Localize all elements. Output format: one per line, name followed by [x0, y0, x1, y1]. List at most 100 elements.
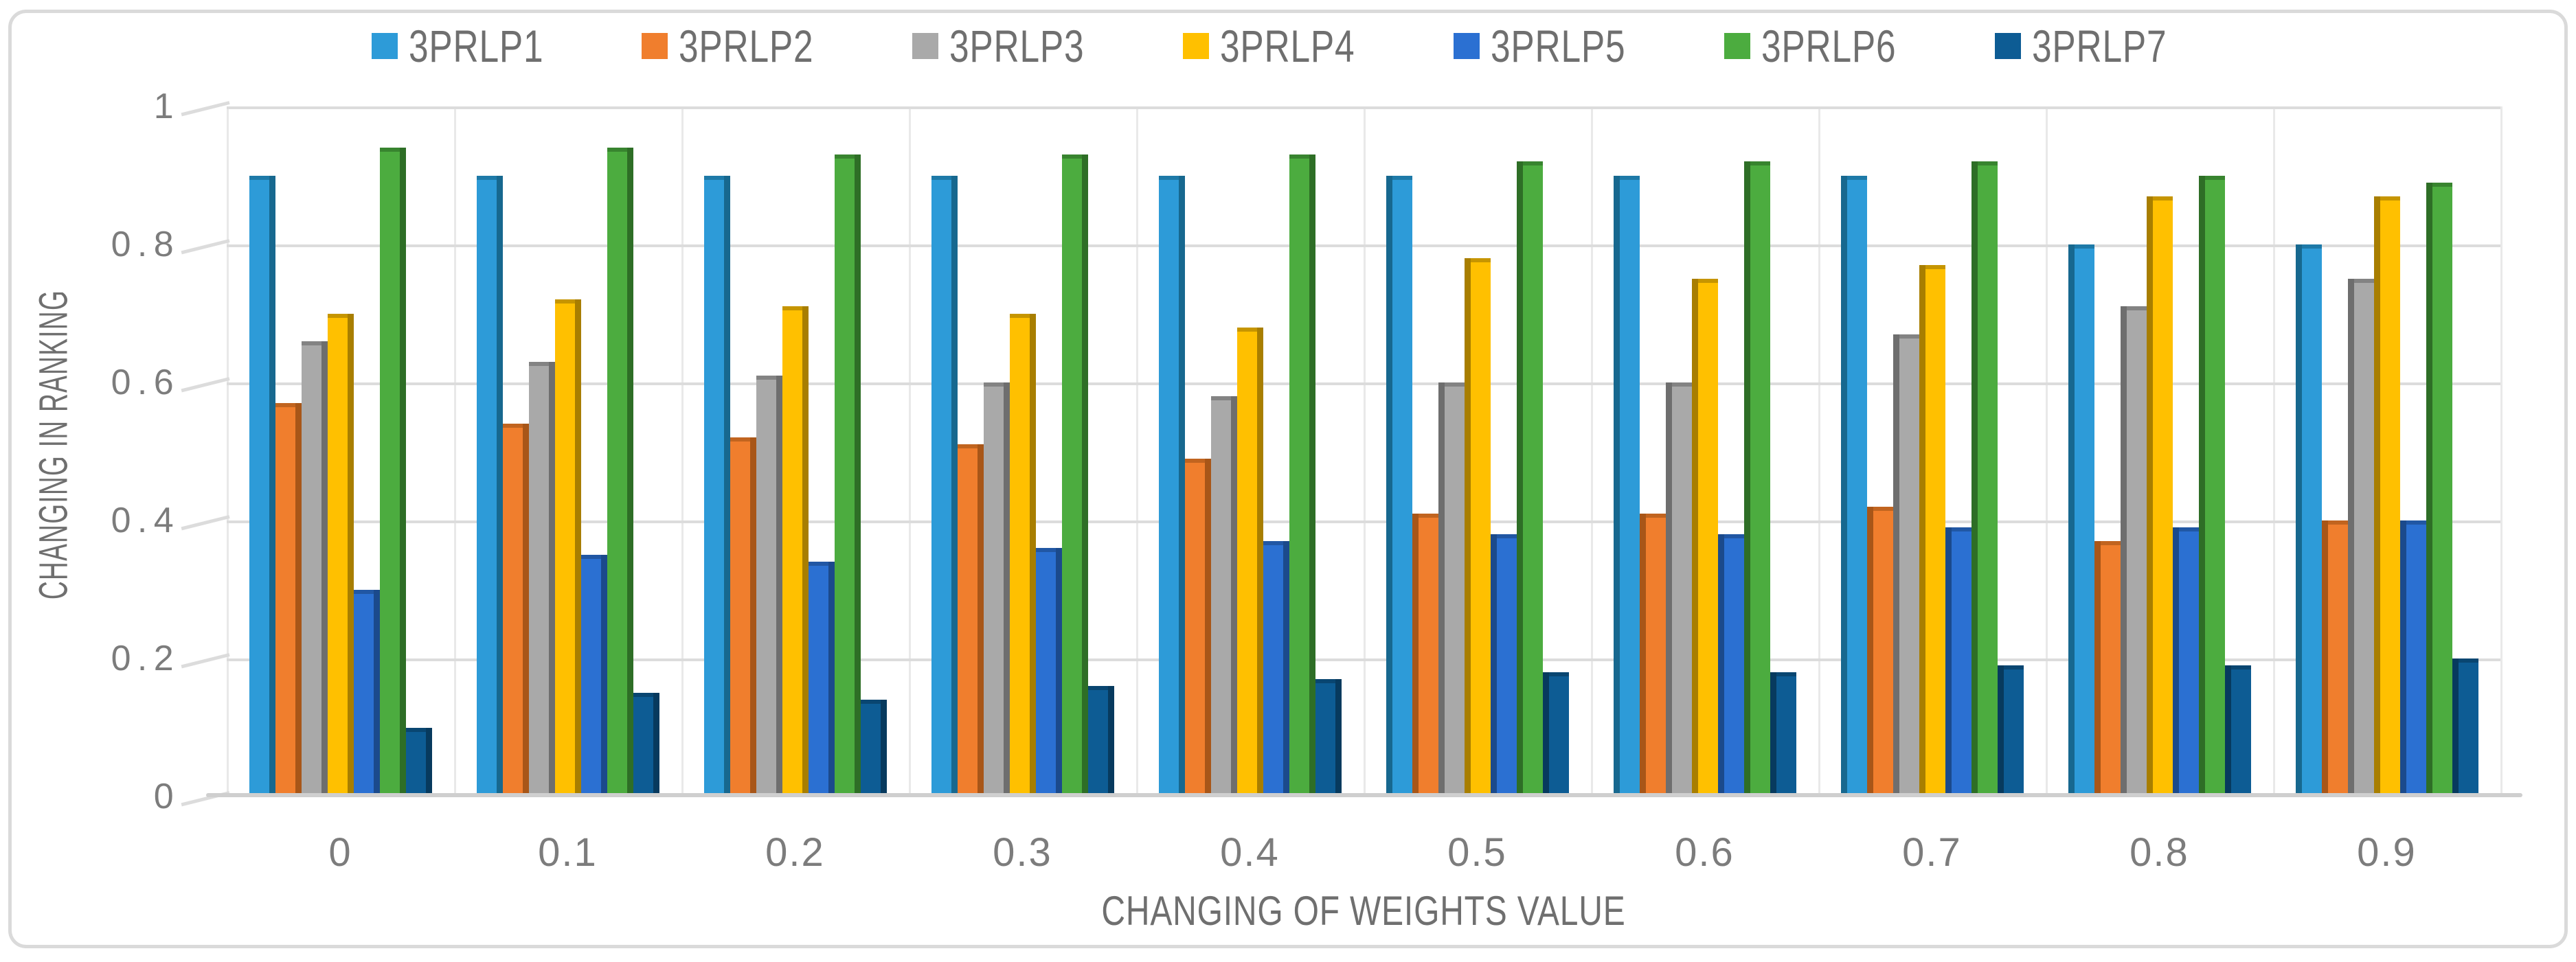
bar-3prlp3-x0.4	[1210, 396, 1237, 797]
bar-group-0.9	[2273, 106, 2500, 797]
legend-label: 3PRLP5	[1490, 21, 1626, 71]
bar-3prlp5-x0.3	[1035, 548, 1062, 797]
bar-3prlp3-x0.5	[1438, 382, 1465, 797]
bar-3prlp2-x0.7	[1866, 506, 1893, 797]
bar-3prlp5-x0.9	[2399, 520, 2426, 797]
bar-3prlp5-x0.2	[808, 562, 835, 797]
y-axis-title-text: CHANGING IN RANKING	[31, 289, 76, 600]
bar-3prlp3-x0.6	[1665, 382, 1692, 797]
bar-3prlp5-x0.4	[1263, 541, 1289, 797]
bar-3prlp6-x0.8	[2198, 175, 2225, 797]
y-tick-label-0.4: 0.4	[111, 501, 180, 540]
bar-3prlp2-x0.8	[2094, 541, 2121, 797]
bar-3prlp4-x0.8	[2146, 196, 2173, 797]
bar-3prlp3-x0.7	[1893, 334, 1919, 797]
bar-3prlp1-x0.6	[1613, 175, 1640, 797]
x-category-label-0.7: 0.7	[1902, 830, 1962, 875]
gridline-bend	[181, 101, 230, 117]
legend-item-3prlp5: 3PRLP5	[1453, 21, 1664, 71]
bar-3prlp3-x0	[301, 341, 328, 797]
x-category-label-0.8: 0.8	[2129, 830, 2189, 875]
bar-3prlp6-x0.5	[1516, 161, 1543, 797]
x-axis-category-labels: 0 0.1 0.2 0.3 0.4 0.5 0.6 0.7 0.8 0.9	[227, 829, 2500, 875]
bar-3prlp7-x0.6	[1770, 672, 1796, 797]
x-category-label-0.5: 0.5	[1447, 830, 1507, 875]
bar-3prlp4-x0.7	[1919, 265, 1945, 797]
bar-3prlp5-x0.7	[1945, 527, 1971, 797]
legend-swatch-icon	[1183, 33, 1210, 59]
gridline-bend	[181, 239, 230, 255]
bar-3prlp5-x0	[353, 589, 380, 797]
bar-group-0.1	[454, 106, 681, 797]
bar-3prlp1-x0.4	[1158, 175, 1185, 797]
legend-item-3prlp4: 3PRLP4	[1183, 23, 1393, 69]
x-axis-title-text: CHANGING OF WEIGHTS VALUE	[1101, 888, 1626, 934]
x-axis-title: CHANGING OF WEIGHTS VALUE	[227, 887, 2500, 935]
bar-3prlp5-x0.1	[580, 555, 607, 797]
bar-3prlp2-x0.5	[1412, 513, 1438, 797]
bar-3prlp7-x0.1	[633, 693, 659, 797]
x-category-label-0.1: 0.1	[538, 830, 598, 875]
bar-3prlp6-x0.3	[1061, 154, 1088, 797]
y-tick-label-0.8: 0.8	[111, 225, 180, 264]
bar-3prlp6-x0	[379, 148, 406, 797]
bar-group-0.5	[1364, 106, 1591, 797]
bar-group-0.4	[1136, 106, 1364, 797]
legend-label: 3PRLP2	[679, 21, 814, 71]
legend-item-3prlp6: 3PRLP6	[1724, 23, 1934, 69]
legend-label: 3PRLP3	[949, 21, 1085, 71]
bar-3prlp5-x0.6	[1717, 534, 1744, 797]
bar-3prlp4-x0.2	[782, 306, 809, 797]
x-category-label-0.3: 0.3	[993, 830, 1052, 875]
bar-3prlp6-x0.9	[2426, 182, 2452, 797]
bar-3prlp2-x0.4	[1184, 458, 1211, 797]
bar-3prlp4-x0.6	[1691, 279, 1718, 797]
legend-item-3prlp7: 3PRLP7	[1994, 23, 2205, 69]
x-axis-line	[206, 793, 2522, 797]
bar-groups	[227, 106, 2500, 797]
bar-group-0.3	[909, 106, 1136, 797]
bar-3prlp4-x0.9	[2373, 196, 2400, 797]
legend-swatch-icon	[371, 33, 398, 59]
legend-swatch-icon	[1994, 33, 2021, 59]
bar-3prlp3-x0.2	[756, 375, 782, 797]
bar-group-0.2	[681, 106, 909, 797]
bar-3prlp4-x0	[327, 313, 354, 797]
legend-swatch-icon	[1453, 33, 1480, 59]
bar-3prlp1-x0	[249, 175, 275, 797]
bar-3prlp7-x0.8	[2224, 665, 2251, 797]
bar-3prlp7-x0.9	[2452, 658, 2478, 797]
bar-3prlp7-x0.3	[1087, 686, 1114, 797]
bar-3prlp7-x0.5	[1542, 672, 1569, 797]
x-category-label-0: 0	[328, 830, 352, 875]
gridline-bend	[181, 653, 230, 669]
bar-3prlp7-x0.4	[1315, 679, 1342, 797]
legend-label: 3PRLP6	[1761, 21, 1897, 71]
legend-item-3prlp1: 3PRLP1	[371, 23, 582, 69]
bar-3prlp6-x0.7	[1971, 161, 1998, 797]
bar-3prlp3-x0.3	[983, 382, 1010, 797]
bar-3prlp6-x0.4	[1289, 154, 1315, 797]
bar-3prlp1-x0.3	[931, 175, 958, 797]
y-tick-label-0.2: 0.2	[111, 639, 180, 678]
legend-item-3prlp2: 3PRLP2	[642, 23, 852, 69]
bar-3prlp2-x0.6	[1639, 513, 1666, 797]
bar-3prlp2-x0.9	[2321, 520, 2348, 797]
bar-3prlp3-x0.9	[2347, 279, 2374, 797]
x-category-label-0.9: 0.9	[2357, 830, 2417, 875]
y-tick-label-1: 1	[153, 87, 180, 126]
bar-3prlp1-x0.2	[703, 175, 730, 797]
bar-3prlp7-x0	[405, 727, 432, 797]
bar-group-0.6	[1591, 106, 1818, 797]
bar-3prlp1-x0.7	[1840, 175, 1867, 797]
legend-swatch-icon	[642, 33, 668, 59]
bar-group-0.8	[2046, 106, 2273, 797]
x-category-label-0.6: 0.6	[1675, 830, 1735, 875]
bar-3prlp2-x0.3	[957, 444, 984, 797]
bar-3prlp7-x0.7	[1997, 665, 2024, 797]
bar-3prlp6-x0.2	[834, 154, 861, 797]
y-tick-label-0.6: 0.6	[111, 363, 180, 402]
legend-swatch-icon	[1724, 33, 1750, 59]
bar-3prlp2-x0.1	[502, 424, 529, 797]
